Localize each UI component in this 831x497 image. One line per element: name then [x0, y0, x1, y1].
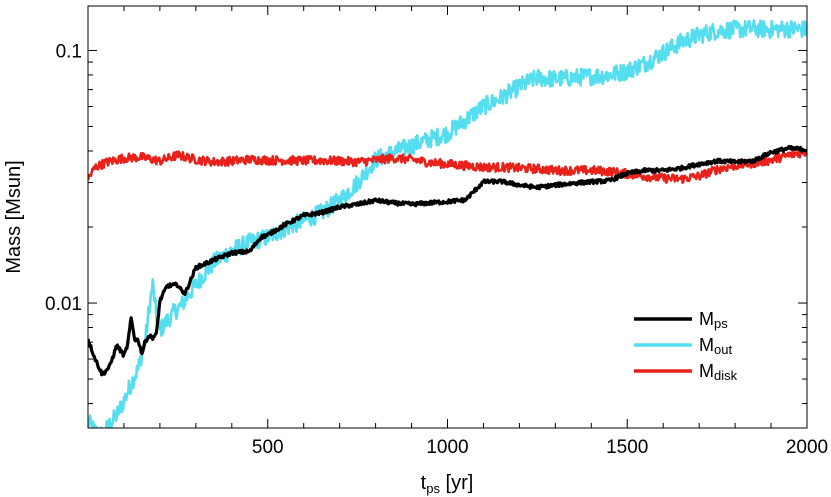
y-tick-label: 0.01 [45, 294, 82, 315]
legend-label-ps: Mps [699, 309, 728, 331]
series-line-ps [88, 144, 807, 377]
y-tick-label: 0.1 [56, 41, 82, 62]
x-axis-title: tps [yr] [421, 472, 474, 496]
y-tick-labels: 0.01 0.1 [45, 41, 82, 315]
series-line-out [88, 19, 807, 428]
plot-background [88, 6, 807, 428]
legend: Mps Mout Mdisk [634, 309, 738, 383]
x-tick-label: 1500 [606, 437, 648, 458]
x-tick-labels: 500 1000 1500 2000 [252, 437, 828, 458]
x-tick-label: 1000 [426, 437, 468, 458]
series-line-disk [88, 148, 807, 184]
legend-label-out: Mout [699, 335, 732, 357]
legend-label-disk: Mdisk [699, 361, 738, 383]
y-axis-title: Mass [Msun] [3, 160, 25, 273]
x-tick-label: 500 [252, 437, 284, 458]
series-layer [88, 19, 807, 428]
x-tick-label: 2000 [786, 437, 828, 458]
axis-ticks [88, 6, 807, 428]
